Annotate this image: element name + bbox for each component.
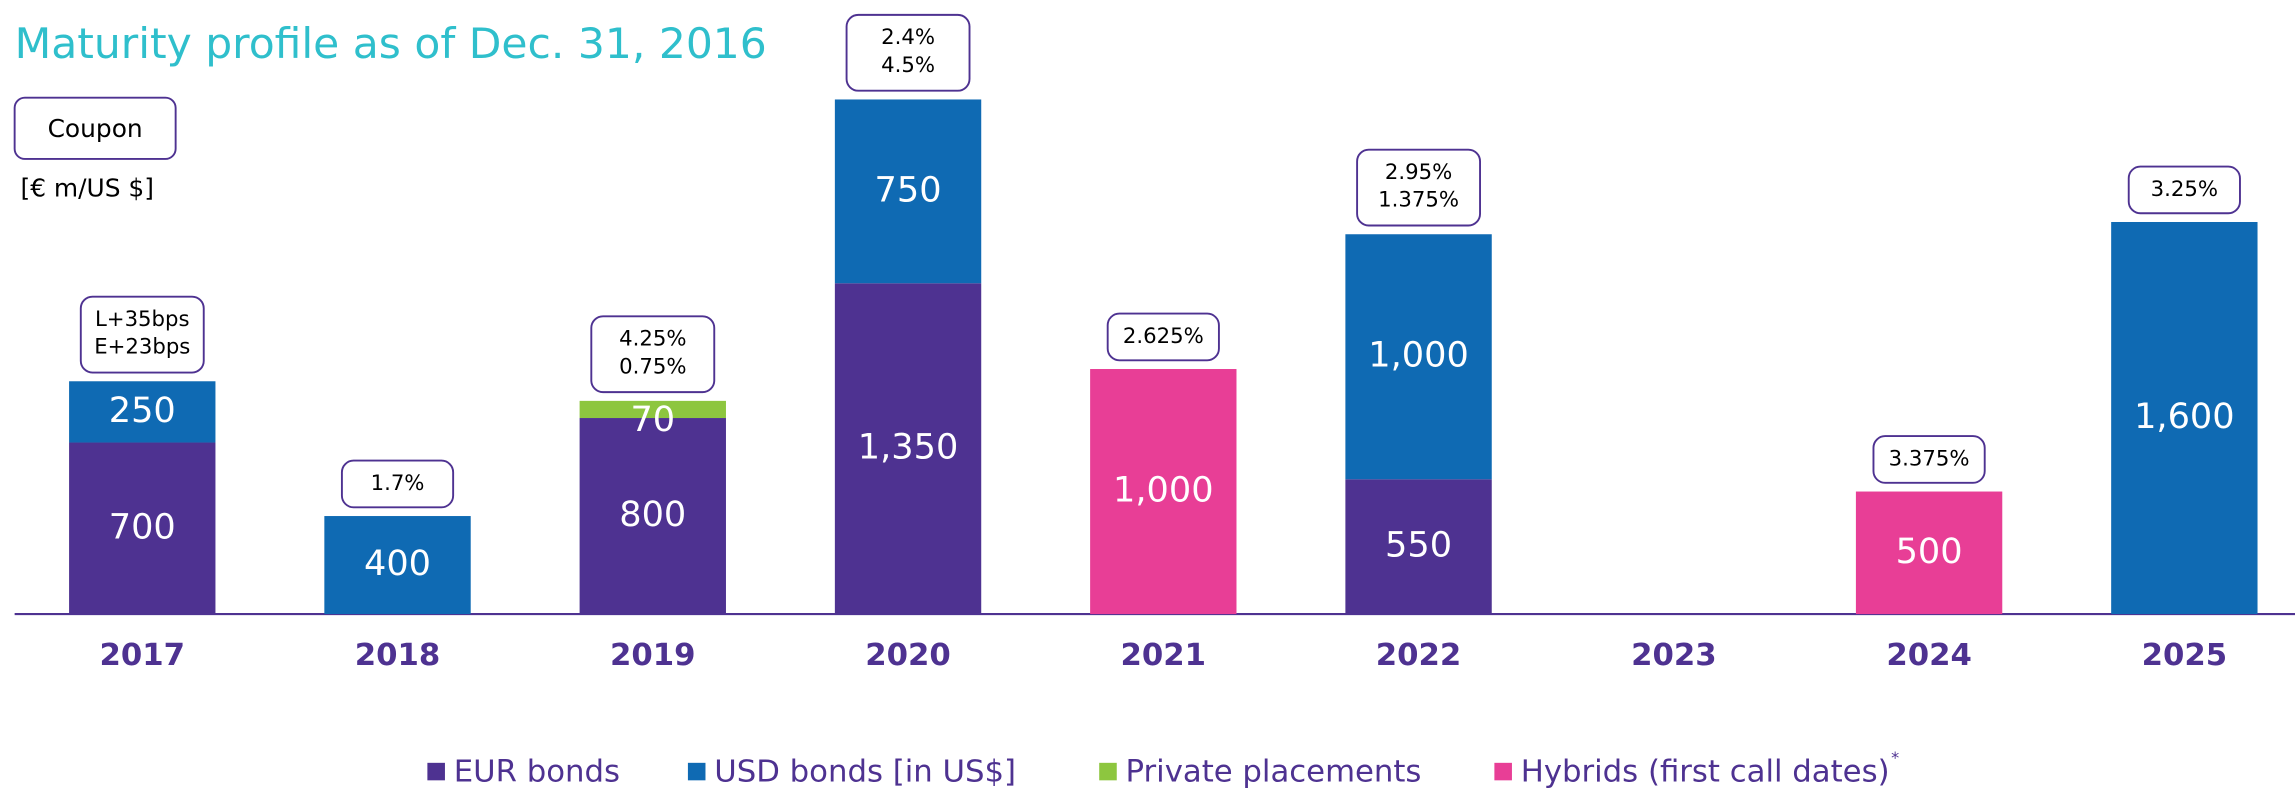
coupon-box <box>2127 165 2241 215</box>
bar-segment <box>2111 221 2258 615</box>
legend-label: Hybrids (first call dates) <box>1521 755 1890 790</box>
x-tick-label: 2018 <box>355 638 441 673</box>
x-tick-label: 2023 <box>1631 638 1717 673</box>
coupon-label: 4.25% <box>619 326 686 351</box>
coupon-box <box>845 13 971 92</box>
coupon-label: 0.75% <box>619 353 686 378</box>
value-label: 250 <box>109 390 176 431</box>
value-label: 700 <box>109 506 176 547</box>
coupon-box <box>79 295 205 374</box>
bar-segment <box>579 400 726 419</box>
legend-swatch <box>687 762 706 781</box>
bar-segment <box>1090 369 1237 615</box>
bar-segment <box>1345 479 1492 615</box>
coupon-box <box>1356 148 1481 227</box>
x-tick-label: 2019 <box>610 638 696 673</box>
bar-segment <box>834 283 982 615</box>
coupon-box <box>340 459 455 509</box>
legend-swatch <box>1494 762 1512 781</box>
coupon-label: 1.375% <box>1378 187 1459 212</box>
legend-label: EUR bonds <box>454 755 620 790</box>
bar-segment <box>69 381 216 443</box>
value-label: 1,000 <box>1368 335 1469 376</box>
value-label: 800 <box>619 494 686 535</box>
coupon-label: 2.4% <box>881 24 935 49</box>
bar-segment <box>1345 234 1492 480</box>
coupon-label: 3.375% <box>1889 445 1970 470</box>
legend-swatch <box>1099 762 1117 781</box>
coupon-label: 3.25% <box>2151 176 2218 201</box>
coupon-label: 4.5% <box>881 52 935 77</box>
value-label: 1,000 <box>1113 470 1214 511</box>
coupon-label: 2.625% <box>1123 323 1204 348</box>
bar-segment <box>1855 491 2003 615</box>
legend-swatch <box>427 762 445 781</box>
coupon-box <box>1872 435 1986 484</box>
x-tick-label: 2020 <box>865 638 951 673</box>
value-label: 750 <box>875 169 942 210</box>
value-label: 550 <box>1385 525 1452 566</box>
value-label: 500 <box>1896 531 1963 572</box>
legend-label: Private placements <box>1126 755 1422 790</box>
bar-segment <box>324 516 471 615</box>
legend-note: * <box>1891 748 1899 767</box>
bar-segment <box>579 418 726 615</box>
value-label: 1,600 <box>2134 396 2235 437</box>
bar-segment <box>834 99 982 284</box>
coupon-box <box>1106 312 1220 362</box>
coupon-label: L+35bps <box>95 306 190 331</box>
x-tick-label: 2021 <box>1121 638 1207 673</box>
unit-label: [€ m/US $] <box>20 174 153 203</box>
x-tick-label: 2022 <box>1376 638 1462 673</box>
x-tick-label: 2025 <box>2142 638 2228 673</box>
legend-label: USD bonds [in US$] <box>714 755 1016 790</box>
value-label: 70 <box>630 399 675 440</box>
coupon-key-box <box>13 96 177 160</box>
value-label: 1,350 <box>858 427 959 468</box>
bar-segment <box>69 442 216 615</box>
coupon-label: 1.7% <box>371 470 425 495</box>
coupon-box <box>590 315 716 394</box>
coupon-label: 2.95% <box>1385 159 1452 184</box>
x-tick-label: 2017 <box>100 638 186 673</box>
x-tick-label: 2024 <box>1886 638 1972 673</box>
coupon-key: Coupon <box>48 114 143 143</box>
value-label: 400 <box>364 543 431 584</box>
coupon-label: E+23bps <box>94 334 190 359</box>
chart-title: Maturity profile as of Dec. 31, 2016 <box>15 19 767 68</box>
